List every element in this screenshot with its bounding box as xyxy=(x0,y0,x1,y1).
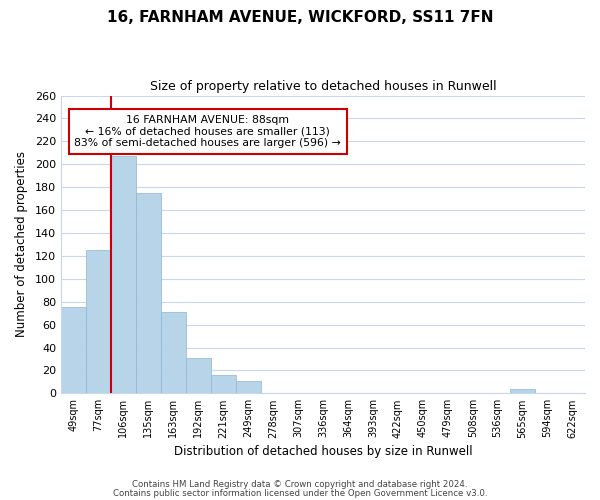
Title: Size of property relative to detached houses in Runwell: Size of property relative to detached ho… xyxy=(150,80,496,93)
Bar xyxy=(211,375,236,394)
Text: 16 FARNHAM AVENUE: 88sqm
← 16% of detached houses are smaller (113)
83% of semi-: 16 FARNHAM AVENUE: 88sqm ← 16% of detach… xyxy=(74,115,341,148)
Bar xyxy=(136,193,161,394)
Bar xyxy=(510,388,535,394)
X-axis label: Distribution of detached houses by size in Runwell: Distribution of detached houses by size … xyxy=(174,444,472,458)
Bar xyxy=(161,312,186,394)
Y-axis label: Number of detached properties: Number of detached properties xyxy=(15,152,28,338)
Bar xyxy=(111,156,136,394)
Text: Contains public sector information licensed under the Open Government Licence v3: Contains public sector information licen… xyxy=(113,489,487,498)
Bar xyxy=(236,380,260,394)
Bar xyxy=(186,358,211,394)
Bar xyxy=(86,250,111,394)
Bar xyxy=(61,308,86,394)
Text: 16, FARNHAM AVENUE, WICKFORD, SS11 7FN: 16, FARNHAM AVENUE, WICKFORD, SS11 7FN xyxy=(107,10,493,25)
Text: Contains HM Land Registry data © Crown copyright and database right 2024.: Contains HM Land Registry data © Crown c… xyxy=(132,480,468,489)
